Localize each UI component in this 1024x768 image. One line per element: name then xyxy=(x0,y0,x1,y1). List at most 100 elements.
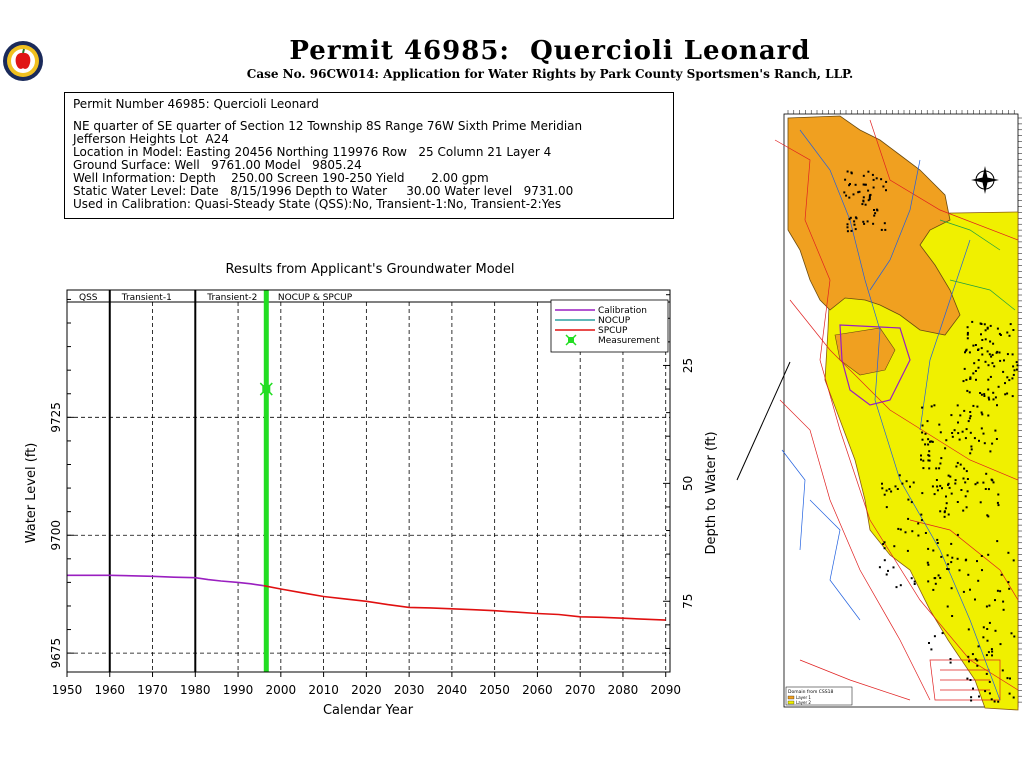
well-marker xyxy=(874,212,877,215)
well-marker xyxy=(875,177,878,180)
well-marker xyxy=(940,457,943,460)
legend-label: NOCUP xyxy=(598,316,631,326)
chart-series xyxy=(67,382,666,621)
well-marker xyxy=(1008,692,1011,695)
well-marker xyxy=(967,420,970,423)
well-marker xyxy=(984,488,987,490)
map-tributaries xyxy=(939,219,1016,311)
well-marker xyxy=(935,467,938,470)
well-marker xyxy=(969,415,972,418)
well-marker xyxy=(991,353,994,356)
well-marker xyxy=(960,489,963,491)
well-marker xyxy=(988,398,991,401)
map-legend-layer2: Layer 2 xyxy=(796,700,811,705)
well-marker xyxy=(920,513,923,516)
well-marker xyxy=(854,216,857,219)
page-subtitle: Case No. 96CW014: Application for Water … xyxy=(246,67,854,81)
well-marker xyxy=(997,385,1000,388)
period-label: Transient-2 xyxy=(206,293,257,303)
well-marker xyxy=(992,342,995,345)
well-marker xyxy=(924,532,927,534)
well-marker xyxy=(884,228,887,231)
well-marker xyxy=(987,553,990,556)
well-marker xyxy=(967,628,970,631)
well-marker xyxy=(968,660,970,663)
y2-tick-label: 75 xyxy=(681,594,695,609)
well-marker xyxy=(1015,361,1018,364)
well-marker xyxy=(994,396,997,399)
well-marker xyxy=(887,569,889,572)
well-marker xyxy=(899,584,902,587)
well-marker xyxy=(976,481,979,484)
map-legend-title: Domain from CSS18 xyxy=(788,689,834,695)
well-marker xyxy=(934,582,937,585)
well-marker xyxy=(1002,370,1005,373)
x-tick-label: 1950 xyxy=(52,683,83,697)
well-marker xyxy=(988,680,991,683)
well-marker xyxy=(964,559,967,562)
well-marker xyxy=(920,454,922,457)
well-marker xyxy=(1011,353,1014,356)
well-marker xyxy=(951,615,954,617)
well-marker xyxy=(958,438,961,441)
well-marker xyxy=(947,474,950,477)
well-marker xyxy=(966,490,969,493)
map-layer1-region xyxy=(787,115,961,336)
legend-label: SPCUP xyxy=(598,326,628,336)
well-marker xyxy=(962,509,965,512)
well-marker xyxy=(943,515,946,518)
well-marker xyxy=(984,360,987,363)
map-streams xyxy=(781,129,1001,701)
well-marker xyxy=(864,203,867,206)
well-marker xyxy=(850,229,853,232)
series-line-spcup xyxy=(263,584,666,621)
well-marker xyxy=(985,672,988,675)
x-tick-label: 2050 xyxy=(479,683,510,697)
well-marker xyxy=(991,362,994,365)
well-marker xyxy=(974,598,976,601)
well-marker xyxy=(999,334,1002,336)
well-marker xyxy=(947,482,950,485)
well-marker xyxy=(985,472,988,475)
x-tick-label: 1980 xyxy=(180,683,211,697)
well-marker xyxy=(966,677,969,680)
well-marker xyxy=(1013,369,1016,372)
well-marker xyxy=(846,223,849,226)
well-marker xyxy=(974,344,977,346)
well-marker xyxy=(947,513,950,516)
well-marker xyxy=(913,583,916,585)
well-marker xyxy=(869,193,872,196)
well-marker xyxy=(904,531,907,534)
well-marker xyxy=(985,654,988,657)
well-marker xyxy=(949,661,952,664)
well-marker xyxy=(1012,329,1015,331)
well-marker xyxy=(972,344,975,347)
well-marker xyxy=(939,484,942,487)
y2-axis-label: Depth to Water (ft) xyxy=(704,431,719,554)
well-marker xyxy=(989,340,992,343)
well-marker xyxy=(926,420,929,423)
well-marker xyxy=(854,183,857,186)
well-marker xyxy=(982,481,985,484)
well-marker xyxy=(975,378,977,381)
well-marker xyxy=(853,220,856,223)
well-marker xyxy=(935,479,938,481)
well-marker xyxy=(882,543,885,545)
well-marker xyxy=(944,507,947,510)
well-marker xyxy=(943,511,946,514)
well-marker xyxy=(901,482,904,485)
well-marker xyxy=(982,626,985,629)
well-marker xyxy=(936,489,939,492)
lot-info: Jefferson Heights Lot A24 xyxy=(73,132,229,146)
agency-logo xyxy=(3,41,43,81)
well-marker xyxy=(932,588,935,591)
well-marker xyxy=(1006,331,1009,334)
well-marker xyxy=(853,223,856,226)
well-marker xyxy=(921,492,924,495)
well-marker xyxy=(986,350,989,353)
well-marker xyxy=(990,698,993,701)
well-marker xyxy=(1015,368,1018,371)
map-legend-box xyxy=(785,686,853,706)
well-marker xyxy=(873,214,876,217)
well-marker xyxy=(966,331,969,334)
